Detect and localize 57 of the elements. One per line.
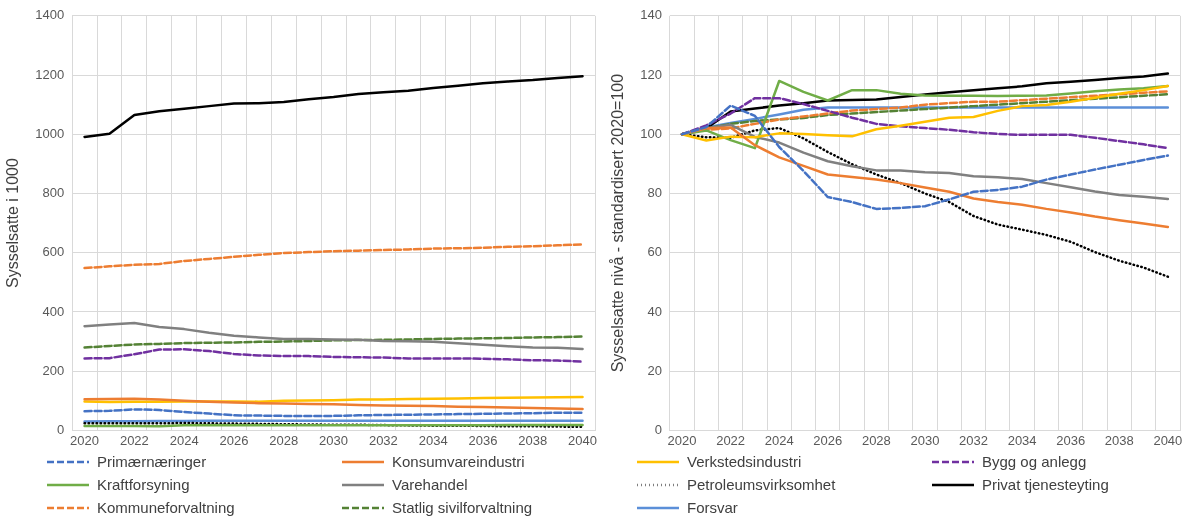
y-tick-label: 40 — [647, 303, 662, 319]
x-tick-label: 2038 — [518, 432, 548, 448]
y-tick-label: 60 — [647, 244, 662, 260]
x-tick-label: 2022 — [716, 432, 746, 448]
x-tick-label: 2034 — [1007, 432, 1037, 448]
x-tick-label: 2040 — [1153, 432, 1183, 448]
x-tick-label: 2036 — [1056, 432, 1086, 448]
y-tick-label: 200 — [42, 362, 65, 378]
x-tick-label: 2038 — [1104, 432, 1134, 448]
x-tick-label: 2032 — [959, 432, 988, 448]
legend-label: Statlig sivilforvaltning — [392, 499, 533, 516]
y-tick-label: 1200 — [35, 66, 65, 82]
x-tick-label: 2034 — [418, 432, 448, 448]
x-tick-label: 2036 — [468, 432, 498, 448]
legend-label: Privat tjenesteyting — [982, 476, 1109, 493]
line-series — [680, 96, 1170, 150]
y-tick-label: 80 — [647, 185, 662, 201]
y-tick-label: 400 — [42, 303, 65, 319]
x-tick-label: 2024 — [764, 432, 794, 448]
x-tick-label: 2032 — [368, 432, 398, 448]
y-tick-label: 120 — [640, 66, 662, 82]
legend-label: Petroleumsvirksomhet — [687, 476, 836, 493]
y-tick-label: 1400 — [35, 7, 65, 23]
line-series — [83, 408, 584, 418]
y-tick-label: 800 — [42, 185, 65, 201]
legend-label: Primærnæringer — [97, 453, 207, 470]
x-tick-label: 2024 — [169, 432, 199, 448]
line-series — [83, 348, 584, 363]
legend-label: Varehandel — [392, 476, 468, 493]
y-tick-label: 0 — [654, 421, 662, 437]
y-tick-label: 1000 — [35, 125, 65, 141]
legend-label: Forsvar — [687, 499, 738, 516]
legend-label: Kraftforsyning — [97, 476, 190, 493]
legend-label: Konsumvareindustri — [392, 453, 525, 470]
legend-label: Bygg og anlegg — [982, 453, 1087, 470]
line-series — [680, 104, 1170, 211]
legend-label: Kommuneforvaltning — [97, 499, 235, 516]
y-tick-label: 20 — [647, 362, 662, 378]
y-tick-label: 600 — [42, 244, 65, 260]
y-tick-label: 100 — [640, 125, 662, 141]
x-tick-label: 2020 — [70, 432, 100, 448]
x-tick-label: 2026 — [219, 432, 249, 448]
x-tick-label: 2020 — [667, 432, 697, 448]
line-series — [83, 243, 584, 270]
x-tick-label: 2022 — [119, 432, 149, 448]
x-tick-label: 2028 — [861, 432, 891, 448]
legend-label: Verkstedsindustri — [687, 453, 802, 470]
y-axis-title: Sysselsatte i 1000 — [4, 158, 22, 289]
x-tick-label: 2030 — [910, 432, 940, 448]
x-tick-label: 2026 — [813, 432, 843, 448]
x-tick-label: 2040 — [568, 432, 598, 448]
y-tick-label: 0 — [56, 421, 65, 437]
x-tick-label: 2028 — [269, 432, 299, 448]
line-series — [83, 335, 584, 349]
x-tick-label: 2030 — [319, 432, 349, 448]
y-axis-title: Sysselsatte nivå - standardisert 2020=100 — [609, 73, 627, 373]
y-tick-label: 140 — [640, 7, 662, 23]
